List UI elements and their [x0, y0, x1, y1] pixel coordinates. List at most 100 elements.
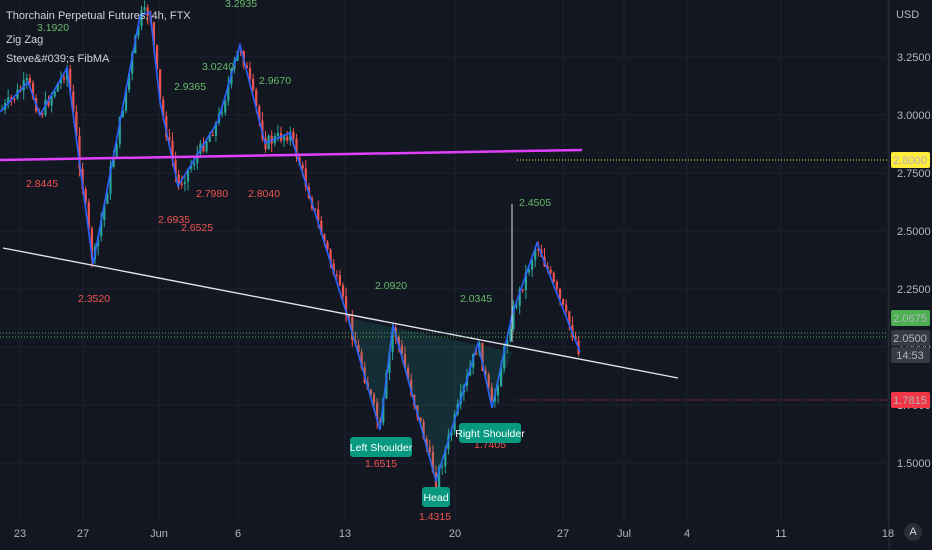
price-tag-box [891, 310, 930, 326]
price-tick-label: 2.7500 [897, 168, 931, 180]
price-tag-text: 14:53 [896, 350, 924, 362]
candle-body [177, 174, 180, 184]
candle-body [171, 140, 174, 161]
candle-body [174, 160, 177, 175]
time-tick-label: 4 [684, 528, 690, 540]
candle-body [292, 131, 295, 139]
candle-body [118, 116, 121, 144]
candle-body [503, 346, 506, 369]
candle-body [301, 165, 304, 169]
candle-body [407, 367, 410, 380]
candle-body [487, 374, 490, 388]
candle-body [422, 421, 425, 440]
candle-body [84, 189, 87, 203]
candle-body [196, 153, 199, 164]
candle-body [87, 202, 90, 229]
candle-body [400, 345, 403, 354]
pattern-label-head: Head [422, 487, 450, 507]
candle-body [47, 99, 50, 106]
candle-body [372, 394, 376, 403]
candle-body [261, 120, 264, 139]
price-axis[interactable]: 3.25003.00002.75002.50002.25002.00001.75… [888, 0, 931, 550]
pattern-label-box [422, 487, 450, 507]
candle-body [531, 259, 534, 270]
price-tag: 2.8000 [891, 152, 930, 168]
price-tag-text: 1.7815 [893, 395, 927, 407]
candle-body [112, 157, 115, 167]
candle-body [441, 466, 444, 468]
candle-body [493, 395, 496, 402]
chart-title: Thorchain Perpetual Futures, 4h, FTX [6, 10, 191, 22]
candle-body [162, 99, 165, 117]
neckline [2, 247, 679, 379]
auto-scale-icon[interactable]: A [904, 523, 922, 541]
candle-body [450, 431, 453, 436]
candle-body [13, 98, 16, 100]
candle-body [379, 420, 382, 423]
zigzag-value-label: 2.4505 [519, 197, 551, 209]
candle-body [131, 53, 134, 74]
candle-body [146, 7, 149, 17]
candle-body [527, 269, 531, 273]
time-tick-label: 27 [557, 528, 569, 540]
zigzag-line [0, 10, 581, 484]
candle-body [128, 73, 131, 90]
candle-body [382, 398, 385, 423]
candle-body [397, 337, 400, 346]
price-tick-label: 2.5000 [897, 226, 931, 238]
candle-body [438, 467, 441, 488]
candle-body [90, 228, 93, 260]
price-tag-text: 2.0500 [893, 333, 927, 345]
price-tag-text: 2.8000 [893, 155, 927, 167]
candle-body [155, 45, 159, 70]
time-axis[interactable]: 23 27 Jun 6 13 20 27 Jul 4 11 18 [14, 528, 894, 540]
candle-body [509, 328, 512, 341]
candle-body [75, 111, 78, 136]
price-tag-box [891, 330, 930, 346]
zigzag-value-label: 3.2935 [225, 0, 257, 10]
candle-body [515, 305, 518, 308]
time-tick-label: 18 [882, 528, 894, 540]
candle-body [183, 181, 186, 184]
candle-body [248, 68, 252, 79]
candle-body [304, 168, 307, 187]
zigzag-value-label: 2.6525 [181, 222, 213, 234]
indicator-zigzag-label[interactable]: Zig Zag [6, 34, 44, 46]
candle-body [25, 77, 28, 81]
candle-body [317, 209, 320, 221]
candle-body [124, 89, 128, 111]
candle-body [351, 317, 354, 340]
candle-body [239, 50, 242, 53]
candle-body [186, 168, 190, 182]
zigzag-value-label: 1.4315 [419, 511, 451, 523]
candle-body [332, 263, 335, 275]
time-tick-label: 27 [77, 528, 89, 540]
candle-body [255, 89, 258, 107]
candle-body [521, 289, 524, 291]
candle-body [376, 402, 379, 421]
candle-body [59, 77, 62, 84]
candle-body [512, 306, 515, 329]
price-tag: 1.7815 [891, 392, 930, 408]
candle-body [481, 342, 484, 371]
candle-body [320, 220, 323, 235]
pattern-label-right-shoulder: Right Shoulder [455, 423, 525, 443]
candle-body [388, 352, 391, 373]
zigzag-value-label: 2.9670 [259, 75, 291, 87]
zigzag-value-label: 1.6515 [365, 458, 397, 470]
candle-body [214, 122, 217, 136]
price-tag-box [891, 392, 930, 408]
time-tick-label: 23 [14, 528, 26, 540]
candle-body [490, 387, 493, 402]
candle-body [348, 314, 351, 318]
indicator-fibma-label[interactable]: Steve&#039;s FibMA [6, 53, 110, 65]
candle-body [484, 370, 487, 375]
candle-body [81, 168, 84, 190]
candle-body [41, 113, 44, 115]
zigzag-value-label: 3.1920 [37, 22, 69, 34]
price-tick-label: 3.2500 [897, 52, 931, 64]
candle-body [568, 311, 571, 326]
candle-body [338, 275, 341, 286]
pattern-label-text: Head [423, 492, 448, 504]
